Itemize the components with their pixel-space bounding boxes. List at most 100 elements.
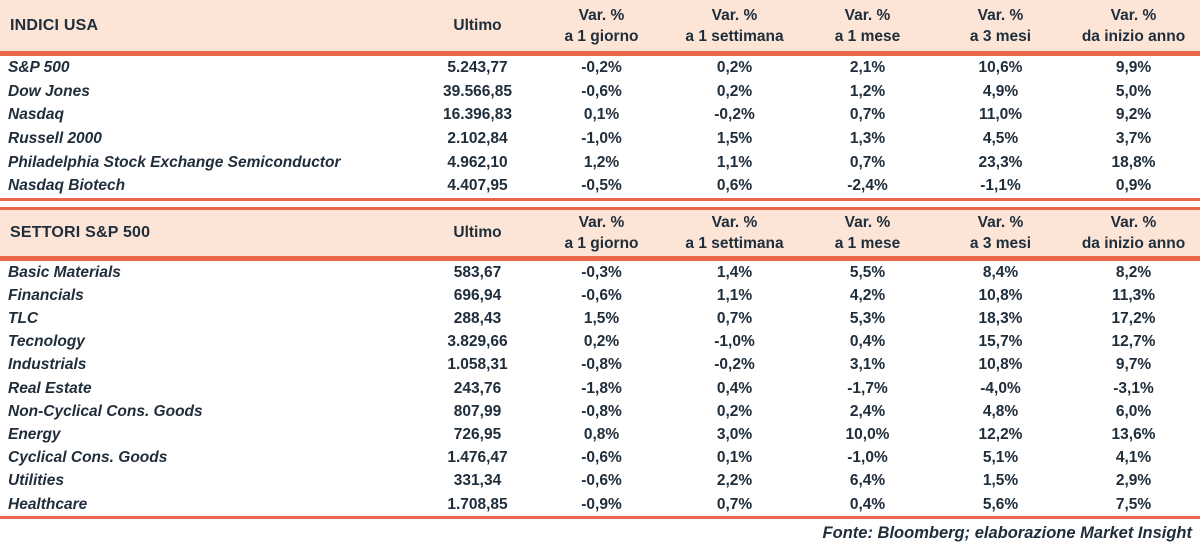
row-label: Russell 2000 — [8, 129, 102, 147]
var-3-mesi-value: 15,7% — [978, 333, 1023, 351]
ultimo-value: 807,99 — [453, 402, 502, 420]
var-1-settimana-value: -0,2% — [714, 106, 755, 124]
period-label: a 1 giorno — [564, 27, 639, 45]
column-header-var-inizio-anno: Var. % da inizio anno — [1067, 5, 1200, 47]
var-1-settimana-value: 0,1% — [716, 449, 753, 467]
var-label: Var. % — [1110, 6, 1157, 24]
ultimo-value: 696,94 — [453, 286, 502, 304]
table-row: Healthcare 1.708,85 -0,9% 0,7% 0,4% 5,6%… — [0, 493, 1200, 516]
period-label: a 3 mesi — [969, 27, 1032, 45]
var-label: Var. % — [844, 214, 891, 232]
table-row: Cyclical Cons. Goods 1.476,47 -0,6% 0,1%… — [0, 447, 1200, 470]
row-label: Philadelphia Stock Exchange Semiconducto… — [8, 153, 341, 171]
row-label: TLC — [8, 310, 39, 328]
row-label: Energy — [8, 426, 61, 444]
var-1-mese-value: 5,5% — [849, 263, 886, 281]
var-1-settimana-value: 2,2% — [716, 472, 753, 490]
ultimo-value: 1.708,85 — [447, 495, 508, 513]
period-label: a 1 settimana — [685, 235, 784, 253]
row-label: Non-Cyclical Cons. Goods — [8, 402, 203, 420]
period-label: a 1 mese — [834, 235, 901, 253]
table-row: Real Estate 243,76 -1,8% 0,4% -1,7% -4,0… — [0, 377, 1200, 400]
var-3-mesi-value: 10,8% — [978, 356, 1023, 374]
table-row: Philadelphia Stock Exchange Semiconducto… — [0, 151, 1200, 175]
ultimo-value: 16.396,83 — [443, 106, 512, 124]
var-1-settimana-value: 1,5% — [716, 129, 753, 147]
var-label: Var. % — [711, 6, 758, 24]
column-header-var-3-mesi: Var. % a 3 mesi — [934, 5, 1067, 47]
row-label: Basic Materials — [8, 263, 121, 281]
var-3-mesi-value: 4,9% — [982, 82, 1019, 100]
row-label: Utilities — [8, 472, 64, 490]
var-label: Var. % — [578, 214, 625, 232]
var-3-mesi-value: 12,2% — [978, 426, 1023, 444]
var-1-giorno-value: -0,6% — [581, 286, 622, 304]
row-label: Dow Jones — [8, 82, 90, 100]
var-1-giorno-value: -0,8% — [581, 402, 622, 420]
var-1-settimana-value: 0,2% — [716, 402, 753, 420]
var-inizio-anno-value: 8,2% — [1115, 263, 1152, 281]
var-1-mese-value: 1,3% — [849, 129, 886, 147]
var-inizio-anno-value: 0,9% — [1115, 177, 1152, 195]
period-label: a 3 mesi — [969, 235, 1032, 253]
indici-usa-body: S&P 500 5.243,77 -0,2% 0,2% 2,1% 10,6% 9… — [0, 56, 1200, 198]
var-3-mesi-value: -1,1% — [980, 177, 1021, 195]
section-gap — [0, 201, 1200, 208]
table-row: Tecnology 3.829,66 0,2% -1,0% 0,4% 15,7%… — [0, 331, 1200, 354]
var-1-giorno-value: -0,9% — [581, 495, 622, 513]
var-inizio-anno-value: 18,8% — [1111, 153, 1156, 171]
var-1-giorno-value: -0,6% — [581, 449, 622, 467]
period-label: da inizio anno — [1081, 27, 1186, 45]
var-1-settimana-value: 0,2% — [716, 82, 753, 100]
var-1-settimana-value: -0,2% — [714, 356, 755, 374]
var-1-giorno-value: -1,0% — [581, 129, 622, 147]
table-row: Russell 2000 2.102,84 -1,0% 1,5% 1,3% 4,… — [0, 127, 1200, 151]
var-1-giorno-value: -0,6% — [581, 82, 622, 100]
var-1-mese-value: -1,7% — [847, 379, 888, 397]
var-3-mesi-value: 10,6% — [978, 58, 1023, 76]
table-row: Nasdaq Biotech 4.407,95 -0,5% 0,6% -2,4%… — [0, 174, 1200, 198]
row-label: Financials — [8, 286, 84, 304]
var-inizio-anno-value: 7,5% — [1115, 495, 1152, 513]
var-3-mesi-value: 5,6% — [982, 495, 1019, 513]
table-row: Nasdaq 16.396,83 0,1% -0,2% 0,7% 11,0% 9… — [0, 103, 1200, 127]
var-3-mesi-value: 4,8% — [982, 402, 1019, 420]
row-label: Nasdaq — [8, 106, 64, 124]
var-inizio-anno-value: 6,0% — [1115, 402, 1152, 420]
var-1-giorno-value: -1,8% — [581, 379, 622, 397]
var-1-settimana-value: 0,4% — [716, 379, 753, 397]
period-label: a 1 settimana — [685, 27, 784, 45]
table-row: TLC 288,43 1,5% 0,7% 5,3% 18,3% 17,2% — [0, 308, 1200, 331]
market-tables: INDICI USA Ultimo Var. % a 1 giorno Var.… — [0, 0, 1200, 542]
var-3-mesi-value: 8,4% — [982, 263, 1019, 281]
column-header-var-1-mese: Var. % a 1 mese — [801, 212, 934, 254]
var-3-mesi-value: 23,3% — [978, 153, 1023, 171]
column-header-var-1-mese: Var. % a 1 mese — [801, 5, 934, 47]
var-3-mesi-value: 18,3% — [978, 310, 1023, 328]
var-1-mese-value: 2,4% — [849, 402, 886, 420]
ultimo-value: 5.243,77 — [447, 58, 508, 76]
ultimo-value: 288,43 — [453, 310, 502, 328]
row-label: Industrials — [8, 356, 87, 374]
var-1-settimana-value: -1,0% — [714, 333, 755, 351]
var-1-settimana-value: 0,7% — [716, 495, 753, 513]
var-1-giorno-value: 1,5% — [583, 310, 620, 328]
var-1-giorno-value: -0,5% — [581, 177, 622, 195]
settori-sp500-body: Basic Materials 583,67 -0,3% 1,4% 5,5% 8… — [0, 261, 1200, 516]
var-label: Var. % — [578, 6, 625, 24]
var-inizio-anno-value: 17,2% — [1111, 310, 1156, 328]
var-1-mese-value: 0,7% — [849, 106, 886, 124]
var-1-settimana-value: 0,2% — [716, 58, 753, 76]
var-inizio-anno-value: 11,3% — [1111, 286, 1156, 304]
var-label: Var. % — [977, 214, 1024, 232]
var-1-mese-value: 6,4% — [849, 472, 886, 490]
column-header-var-1-giorno: Var. % a 1 giorno — [535, 5, 668, 47]
var-1-mese-value: 2,1% — [849, 58, 886, 76]
column-header-var-1-settimana: Var. % a 1 settimana — [668, 212, 801, 254]
row-label: Healthcare — [8, 495, 88, 513]
var-inizio-anno-value: 12,7% — [1111, 333, 1156, 351]
var-label: Var. % — [977, 6, 1024, 24]
ultimo-value: 4.962,10 — [447, 153, 508, 171]
table-row: Industrials 1.058,31 -0,8% -0,2% 3,1% 10… — [0, 354, 1200, 377]
table-row: S&P 500 5.243,77 -0,2% 0,2% 2,1% 10,6% 9… — [0, 56, 1200, 80]
